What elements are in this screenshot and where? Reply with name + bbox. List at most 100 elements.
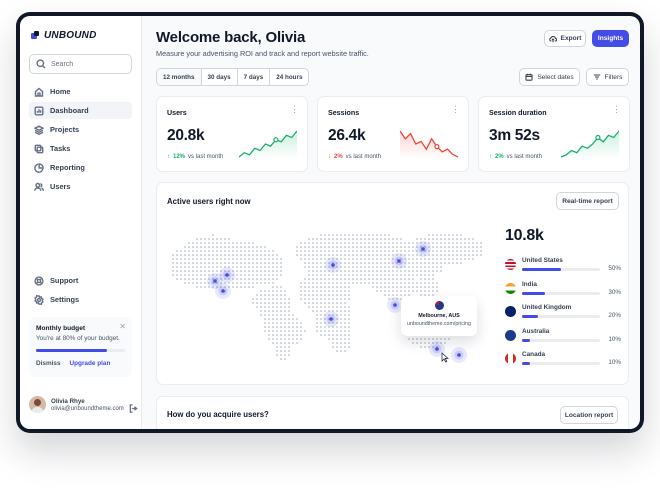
acquisition-title: How do you acquire users? bbox=[167, 410, 269, 419]
cloud-upload-icon bbox=[548, 35, 557, 42]
metric-compare: vs last month bbox=[345, 154, 382, 160]
user-email: olivia@unboundtheme.com bbox=[51, 405, 124, 412]
user-profile[interactable]: Olivia Rhye olivia@unboundtheme.com bbox=[29, 396, 138, 413]
sidebar: UNBOUND Search Home Dashboard Projects T… bbox=[20, 16, 142, 429]
brand-logo[interactable]: UNBOUND bbox=[31, 30, 132, 41]
tooltip-city: Melbourne, AUS bbox=[418, 313, 460, 319]
metric-compare: vs last month bbox=[506, 154, 543, 160]
tab-range[interactable]: 7 days bbox=[238, 69, 271, 85]
location-marker[interactable] bbox=[391, 253, 407, 269]
location-marker[interactable] bbox=[415, 241, 431, 257]
search-input[interactable]: Search bbox=[29, 54, 132, 74]
more-vertical-icon[interactable]: ⋮ bbox=[290, 104, 299, 114]
sparkline-marker bbox=[595, 134, 601, 141]
metric-card: Users ⋮ 20.8k ↑ 12% vs last month bbox=[156, 96, 308, 172]
page-subtitle: Measure your advertising ROI and track a… bbox=[156, 49, 369, 58]
active-users-count: 10.8k bbox=[505, 227, 544, 244]
australia-flag-icon bbox=[434, 301, 444, 310]
sidebar-item-users[interactable]: Users bbox=[29, 178, 132, 195]
check-square-icon bbox=[34, 144, 44, 154]
metric-label: Sessions bbox=[328, 109, 360, 117]
export-button[interactable]: Export bbox=[544, 30, 586, 47]
country-percentage: 20% bbox=[608, 312, 621, 319]
more-vertical-icon[interactable]: ⋮ bbox=[612, 104, 621, 114]
page-title: Welcome back, Olivia bbox=[156, 29, 306, 46]
search-icon bbox=[36, 59, 46, 69]
sidebar-item-reporting[interactable]: Reporting bbox=[29, 159, 132, 176]
sidebar-item-label: Projects bbox=[50, 125, 80, 134]
sidebar-item-support[interactable]: Support bbox=[29, 272, 132, 289]
select-dates-button[interactable]: Select dates bbox=[519, 68, 580, 86]
search-placeholder: Search bbox=[51, 60, 74, 68]
country-progress-bar bbox=[522, 338, 600, 342]
arrow-up-icon: ↑ bbox=[167, 154, 170, 160]
arrow-down-icon: ↓ bbox=[328, 154, 331, 160]
filters-button[interactable]: Filters bbox=[586, 68, 629, 86]
logout-icon[interactable] bbox=[129, 400, 138, 413]
sidebar-item-projects[interactable]: Projects bbox=[29, 121, 132, 138]
country-progress-fill bbox=[522, 338, 530, 342]
country-row: India 30% bbox=[505, 281, 621, 305]
location-tooltip: Melbourne, AUS unboundtheme.com/pricing bbox=[401, 296, 477, 336]
realtime-report-button[interactable]: Real-time report bbox=[556, 192, 619, 210]
sidebar-item-tasks[interactable]: Tasks bbox=[29, 140, 132, 157]
settings-icon bbox=[34, 294, 44, 305]
metric-label: Session duration bbox=[489, 109, 547, 117]
sparkline-chart bbox=[400, 130, 458, 159]
sidebar-item-home[interactable]: Home bbox=[29, 83, 132, 100]
tab-range[interactable]: 24 hours bbox=[276, 73, 303, 81]
country-percentage: 10% bbox=[608, 335, 621, 343]
tab-range[interactable]: 30 days bbox=[202, 69, 238, 85]
location-marker[interactable] bbox=[215, 283, 231, 299]
us-flag-icon bbox=[505, 259, 516, 270]
arrow-up-icon: ↑ bbox=[489, 154, 492, 160]
country-progress-bar bbox=[522, 268, 600, 271]
sparkline-chart bbox=[239, 130, 297, 159]
active-users-title: Active users right now bbox=[167, 197, 251, 206]
location-marker[interactable] bbox=[387, 297, 403, 313]
country-percentage: 10% bbox=[608, 359, 621, 366]
export-label: Export bbox=[560, 35, 582, 42]
more-vertical-icon[interactable]: ⋮ bbox=[451, 104, 460, 114]
country-row: United Kingdom 20% bbox=[505, 304, 621, 328]
location-marker[interactable] bbox=[451, 347, 467, 363]
acquisition-card: How do you acquire users? Location repor… bbox=[156, 396, 629, 429]
active-users-card: Active users right now Real-time report … bbox=[156, 182, 629, 385]
app-window: UNBOUND Search Home Dashboard Projects T… bbox=[20, 16, 640, 429]
sidebar-item-settings[interactable]: Settings bbox=[29, 291, 132, 308]
sidebar-item-label: Support bbox=[50, 276, 79, 285]
sidebar-item-label: Users bbox=[50, 182, 71, 191]
location-marker[interactable] bbox=[207, 273, 223, 289]
upgrade-plan-button[interactable]: Upgrade plan bbox=[69, 360, 111, 367]
pie-chart-icon bbox=[34, 162, 44, 173]
location-marker[interactable] bbox=[325, 257, 341, 273]
metric-card: Session duration ⋮ 3m 52s ↑ 2% vs last m… bbox=[478, 96, 630, 172]
life-buoy-icon bbox=[34, 275, 44, 286]
metric-delta: ↑ 12% vs last month bbox=[167, 154, 223, 160]
close-icon[interactable]: ✕ bbox=[119, 322, 126, 331]
calendar-icon bbox=[525, 73, 533, 81]
canada-flag-icon bbox=[505, 353, 516, 364]
sidebar-item-dashboard[interactable]: Dashboard bbox=[29, 102, 132, 119]
sidebar-item-label: Home bbox=[50, 87, 71, 96]
country-progress-bar bbox=[522, 315, 600, 318]
sparkline-line bbox=[561, 130, 619, 158]
insights-button[interactable]: Insights bbox=[592, 30, 629, 47]
metric-delta: ↓ 2% vs last month bbox=[328, 154, 381, 160]
location-report-button[interactable]: Location report bbox=[560, 406, 618, 424]
dismiss-button[interactable]: Dismiss bbox=[36, 360, 61, 367]
location-marker[interactable] bbox=[219, 267, 235, 283]
location-marker[interactable] bbox=[429, 341, 445, 357]
metric-label: Users bbox=[167, 109, 187, 117]
metric-value: 26.4k bbox=[328, 127, 366, 144]
layers-icon bbox=[34, 124, 44, 135]
sparkline-marker bbox=[434, 144, 440, 150]
location-marker[interactable] bbox=[323, 311, 339, 327]
metric-delta: ↑ 2% vs last month bbox=[489, 154, 542, 160]
tab-range[interactable]: 12 months bbox=[157, 69, 202, 85]
budget-text: You're at 80% of your budget. bbox=[36, 335, 120, 342]
sparkline-line bbox=[400, 130, 458, 158]
uk-flag-icon bbox=[505, 306, 516, 317]
select-dates-label: Select dates bbox=[537, 73, 574, 81]
sparkline-area bbox=[561, 131, 619, 159]
